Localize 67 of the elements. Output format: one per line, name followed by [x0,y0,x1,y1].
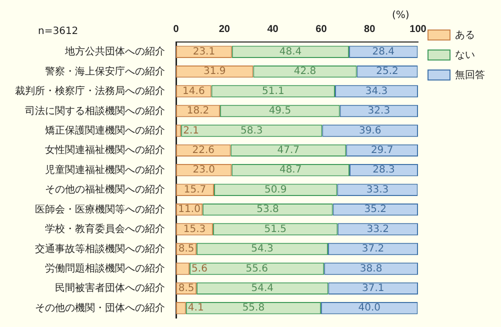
y-tick-label: 裁判所・検察庁・法務局への紹介 [15,85,165,98]
legend-label: 無回答 [455,68,485,81]
data-label: 54.4 [251,283,274,294]
data-label: 4.1 [188,302,204,314]
data-label: 15.7 [184,184,206,196]
data-label: 47.7 [277,145,300,156]
data-label: 14.6 [182,86,205,97]
data-label: 35.2 [364,204,387,216]
data-label: 32.3 [368,106,390,117]
data-label: 2.1 [183,125,199,136]
y-tick-label: 学校・教育委員会への紹介 [45,223,165,236]
data-label: 31.9 [203,66,226,78]
y-tick-label: 地方公共団体への紹介 [64,46,165,58]
data-label: 11.0 [178,204,200,216]
y-tick-label: 矯正保護関連機関への紹介 [45,124,165,136]
data-label: 29.7 [370,145,394,156]
x-tick-label: 100 [410,24,427,35]
data-label: 42.8 [294,66,316,78]
data-label: 48.7 [279,164,302,176]
data-label: 18.2 [186,106,210,117]
x-tick-label: 40 [267,24,279,35]
x-tick-label: 0 [173,24,180,35]
data-label: 54.3 [251,244,274,255]
data-label: 33.2 [366,224,389,235]
data-label: 55.6 [246,263,268,274]
y-tick-label: 労働問題相談機関への紹介 [45,262,165,274]
data-label: 33.3 [366,184,389,196]
x-tick-label: 20 [218,24,230,35]
y-tick-label: 司法に関する相談機関への紹介 [25,104,165,117]
data-label: 55.8 [242,302,265,314]
data-label: 25.2 [376,66,398,78]
data-label: 37.1 [362,283,384,294]
data-label: 34.3 [365,86,388,97]
legend-label: ない [455,50,475,61]
data-label: 28.3 [372,164,395,176]
y-tick-label: その他の福祉機関への紹介 [45,184,165,196]
data-label: 51.1 [262,86,284,97]
data-label: 53.8 [256,204,279,216]
x-tick-label: 60 [316,24,328,35]
data-label: 37.2 [362,244,384,255]
y-tick-label: その他の機関・団体への紹介 [35,302,165,314]
data-label: 28.4 [372,46,395,58]
data-label: 8.5 [178,283,194,294]
data-label: 48.4 [279,46,302,58]
data-label: 8.5 [178,244,194,255]
data-label: 23.1 [192,46,216,58]
legend-label: ある [455,30,475,41]
y-tick-label: 女性関連福祉機関への紹介 [45,144,165,156]
data-label: 40.0 [358,302,380,314]
x-axis-title: (%) [392,10,410,21]
y-tick-label: 医師会・医療機関等への紹介 [35,203,165,216]
data-label: 23.0 [192,164,215,176]
data-label: 15.3 [183,224,206,235]
x-tick-label: 80 [364,24,376,35]
data-label: 51.5 [264,224,286,235]
y-tick-label: 民間被害者団体への紹介 [55,282,165,294]
data-label: 39.6 [358,125,382,136]
data-label: 38.8 [360,263,382,274]
data-label: 58.3 [240,125,263,136]
y-tick-label: 警察・海上保安庁への紹介 [45,65,165,78]
y-tick-label: 児童関連福祉機関への紹介 [45,164,165,176]
data-label: 22.6 [192,145,214,156]
text: n=3612 [38,26,78,37]
data-label: 49.5 [268,106,292,117]
y-tick-label: 交通事故等相談機関への紹介 [35,242,165,255]
data-label: 50.9 [264,184,287,196]
data-label: 5.6 [192,263,208,274]
